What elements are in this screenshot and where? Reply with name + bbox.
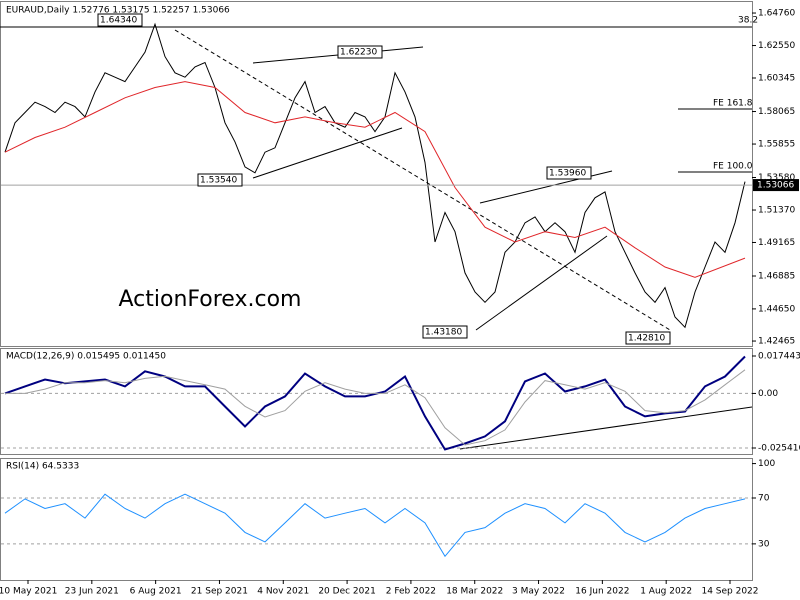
annotation-box	[546, 166, 592, 180]
annotation: 1.62230	[340, 48, 377, 58]
series-line	[4, 81, 746, 278]
annotation: 1.53540	[200, 176, 237, 186]
y-tick-label: 70	[758, 493, 770, 503]
x-tick-label: 10 May 2021	[0, 587, 57, 597]
annotation: 1.53960	[549, 169, 586, 179]
x-tick-label: 23 Jun 2021	[65, 587, 119, 597]
annotation: FE 161.8	[713, 99, 753, 109]
x-tick-label: 4 Nov 2021	[257, 587, 309, 597]
x-tick-label: 16 Jun 2022	[575, 587, 629, 597]
x-tick-label: 21 Sep 2021	[191, 587, 248, 597]
price-panel	[0, 1, 753, 347]
x-tick-label: 14 Sep 2022	[701, 587, 758, 597]
annotation: FE 100.0	[713, 162, 753, 172]
annotation-box	[337, 45, 383, 59]
trend-line	[459, 406, 753, 450]
trend-line	[174, 29, 671, 331]
series-line	[4, 22, 746, 329]
y-tick-label: 1.58065	[758, 107, 795, 117]
annotation-box	[422, 325, 468, 339]
x-tick-label: 1 Aug 2022	[640, 587, 692, 597]
y-tick-label: 1.49165	[758, 238, 795, 248]
rsi-panel	[0, 458, 753, 581]
y-tick-label: 1.51370	[758, 206, 795, 216]
watermark: ActionForex.com	[119, 287, 302, 312]
macd-title: MACD(12,26,9) 0.015495 0.011450	[6, 352, 166, 362]
trend-line	[252, 127, 403, 179]
x-tick-label: 6 Aug 2021	[130, 587, 182, 597]
y-tick-label: 1.55855	[758, 140, 795, 150]
annotation: 1.64340	[100, 16, 137, 26]
y-tick-label: 1.64760	[758, 9, 795, 19]
last-price-box	[753, 179, 799, 192]
annotation: 1.42810	[628, 334, 665, 344]
rsi-title: RSI(14) 64.5333	[6, 462, 79, 472]
x-tick-label: 18 Mar 2022	[446, 587, 503, 597]
y-tick-label: 0.017443	[758, 351, 800, 361]
y-tick-label: 100	[758, 459, 775, 469]
trend-line	[475, 235, 608, 331]
y-tick-label: -0.025416	[758, 443, 800, 453]
y-tick-label: 1.42465	[758, 337, 795, 347]
y-tick-label: 1.46885	[758, 272, 795, 282]
series-line	[4, 493, 746, 558]
last-price-label: 1.53066	[757, 181, 794, 191]
series-line	[5, 369, 746, 446]
annotation-box	[625, 331, 671, 345]
y-tick-label: 1.53580	[758, 173, 795, 183]
y-tick-label: 1.62550	[758, 41, 795, 51]
x-tick-label: 20 Dec 2021	[318, 587, 376, 597]
annotation-box	[197, 173, 243, 187]
y-tick-label: 1.44650	[758, 304, 795, 314]
x-tick-label: 2 Feb 2022	[386, 587, 436, 597]
annotation: 38.2	[738, 16, 758, 26]
macd-panel	[0, 348, 753, 455]
y-tick-label: 30	[758, 539, 770, 549]
x-tick-label: 3 May 2022	[512, 587, 565, 597]
price-title: EURAUD,Daily 1.52776 1.53175 1.52257 1.5…	[6, 6, 230, 16]
annotation-box	[97, 13, 143, 27]
annotation: 1.43180	[425, 328, 462, 338]
series-line	[4, 355, 746, 451]
y-tick-label: 0.00	[758, 389, 778, 399]
y-tick-label: 1.60345	[758, 73, 795, 83]
